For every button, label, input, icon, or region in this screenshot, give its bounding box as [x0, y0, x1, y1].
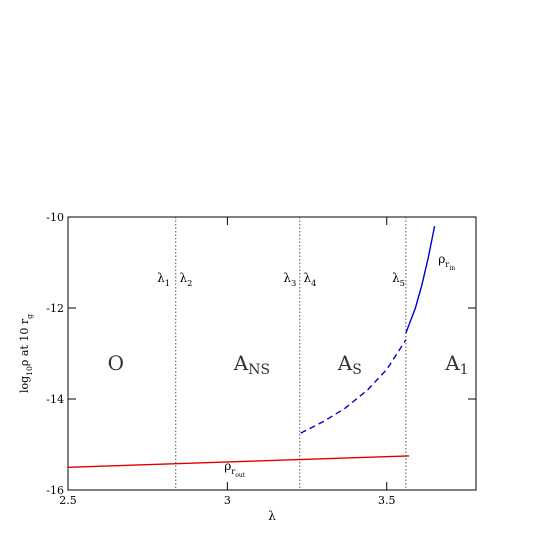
label-part: ρ: [224, 459, 231, 473]
label-part: 3: [291, 278, 296, 288]
label-part: 5: [400, 278, 405, 288]
label-part: A: [233, 351, 249, 375]
label-part: 1: [165, 278, 170, 288]
label-part: out: [235, 472, 245, 479]
x-axis-label: λ: [268, 509, 276, 523]
annotation: ρrin: [438, 252, 455, 272]
label-part: A: [337, 351, 353, 375]
annotation: ρrout: [224, 459, 246, 479]
annotation: A1: [444, 351, 468, 378]
label-part: O: [108, 351, 124, 375]
annotation: λ2: [179, 271, 192, 288]
annotation: λ5: [392, 271, 405, 288]
label-part: g: [25, 314, 34, 319]
label-part: r: [231, 466, 235, 476]
annotation: ANS: [233, 351, 270, 378]
x-tick-label: 2.5: [59, 494, 77, 507]
label-part: λ: [268, 509, 276, 523]
label-part: r: [445, 259, 449, 269]
label-part: A: [444, 351, 460, 375]
label-part: S: [352, 362, 362, 378]
y-tick-label: -14: [46, 393, 64, 406]
label-part: log: [18, 376, 31, 393]
label-part: 1: [460, 362, 469, 378]
data-line: [300, 339, 407, 434]
label-part: λ: [283, 271, 291, 285]
annotation: λ3: [283, 271, 296, 288]
y-tick-label: -10: [46, 211, 64, 224]
label-part: 10: [25, 366, 34, 376]
data-line: [67, 455, 410, 468]
label-part: NS: [248, 362, 270, 378]
annotation: O: [108, 351, 124, 375]
plot-frame: [67, 216, 477, 491]
y-tick-label: -12: [46, 302, 64, 315]
label-part: 4: [311, 278, 316, 288]
label-part: λ: [157, 271, 165, 285]
label-part: λ: [179, 271, 187, 285]
x-tick-label: 3: [224, 494, 231, 507]
annotation: λ4: [303, 271, 316, 288]
label-part: ρ at 10 r: [18, 318, 31, 366]
data-line: [405, 225, 436, 334]
label-part: 2: [187, 278, 192, 288]
x-tick-label: 3.5: [378, 494, 396, 507]
label-part: ρ: [438, 252, 445, 266]
annotation: AS: [337, 351, 362, 378]
label-part: λ: [392, 271, 400, 285]
label-part: in: [449, 265, 455, 272]
y-axis-label: log10ρ at 10 rg: [18, 314, 34, 393]
annotation: λ1: [157, 271, 170, 288]
label-part: λ: [303, 271, 311, 285]
y-tick-label: -16: [46, 484, 64, 497]
